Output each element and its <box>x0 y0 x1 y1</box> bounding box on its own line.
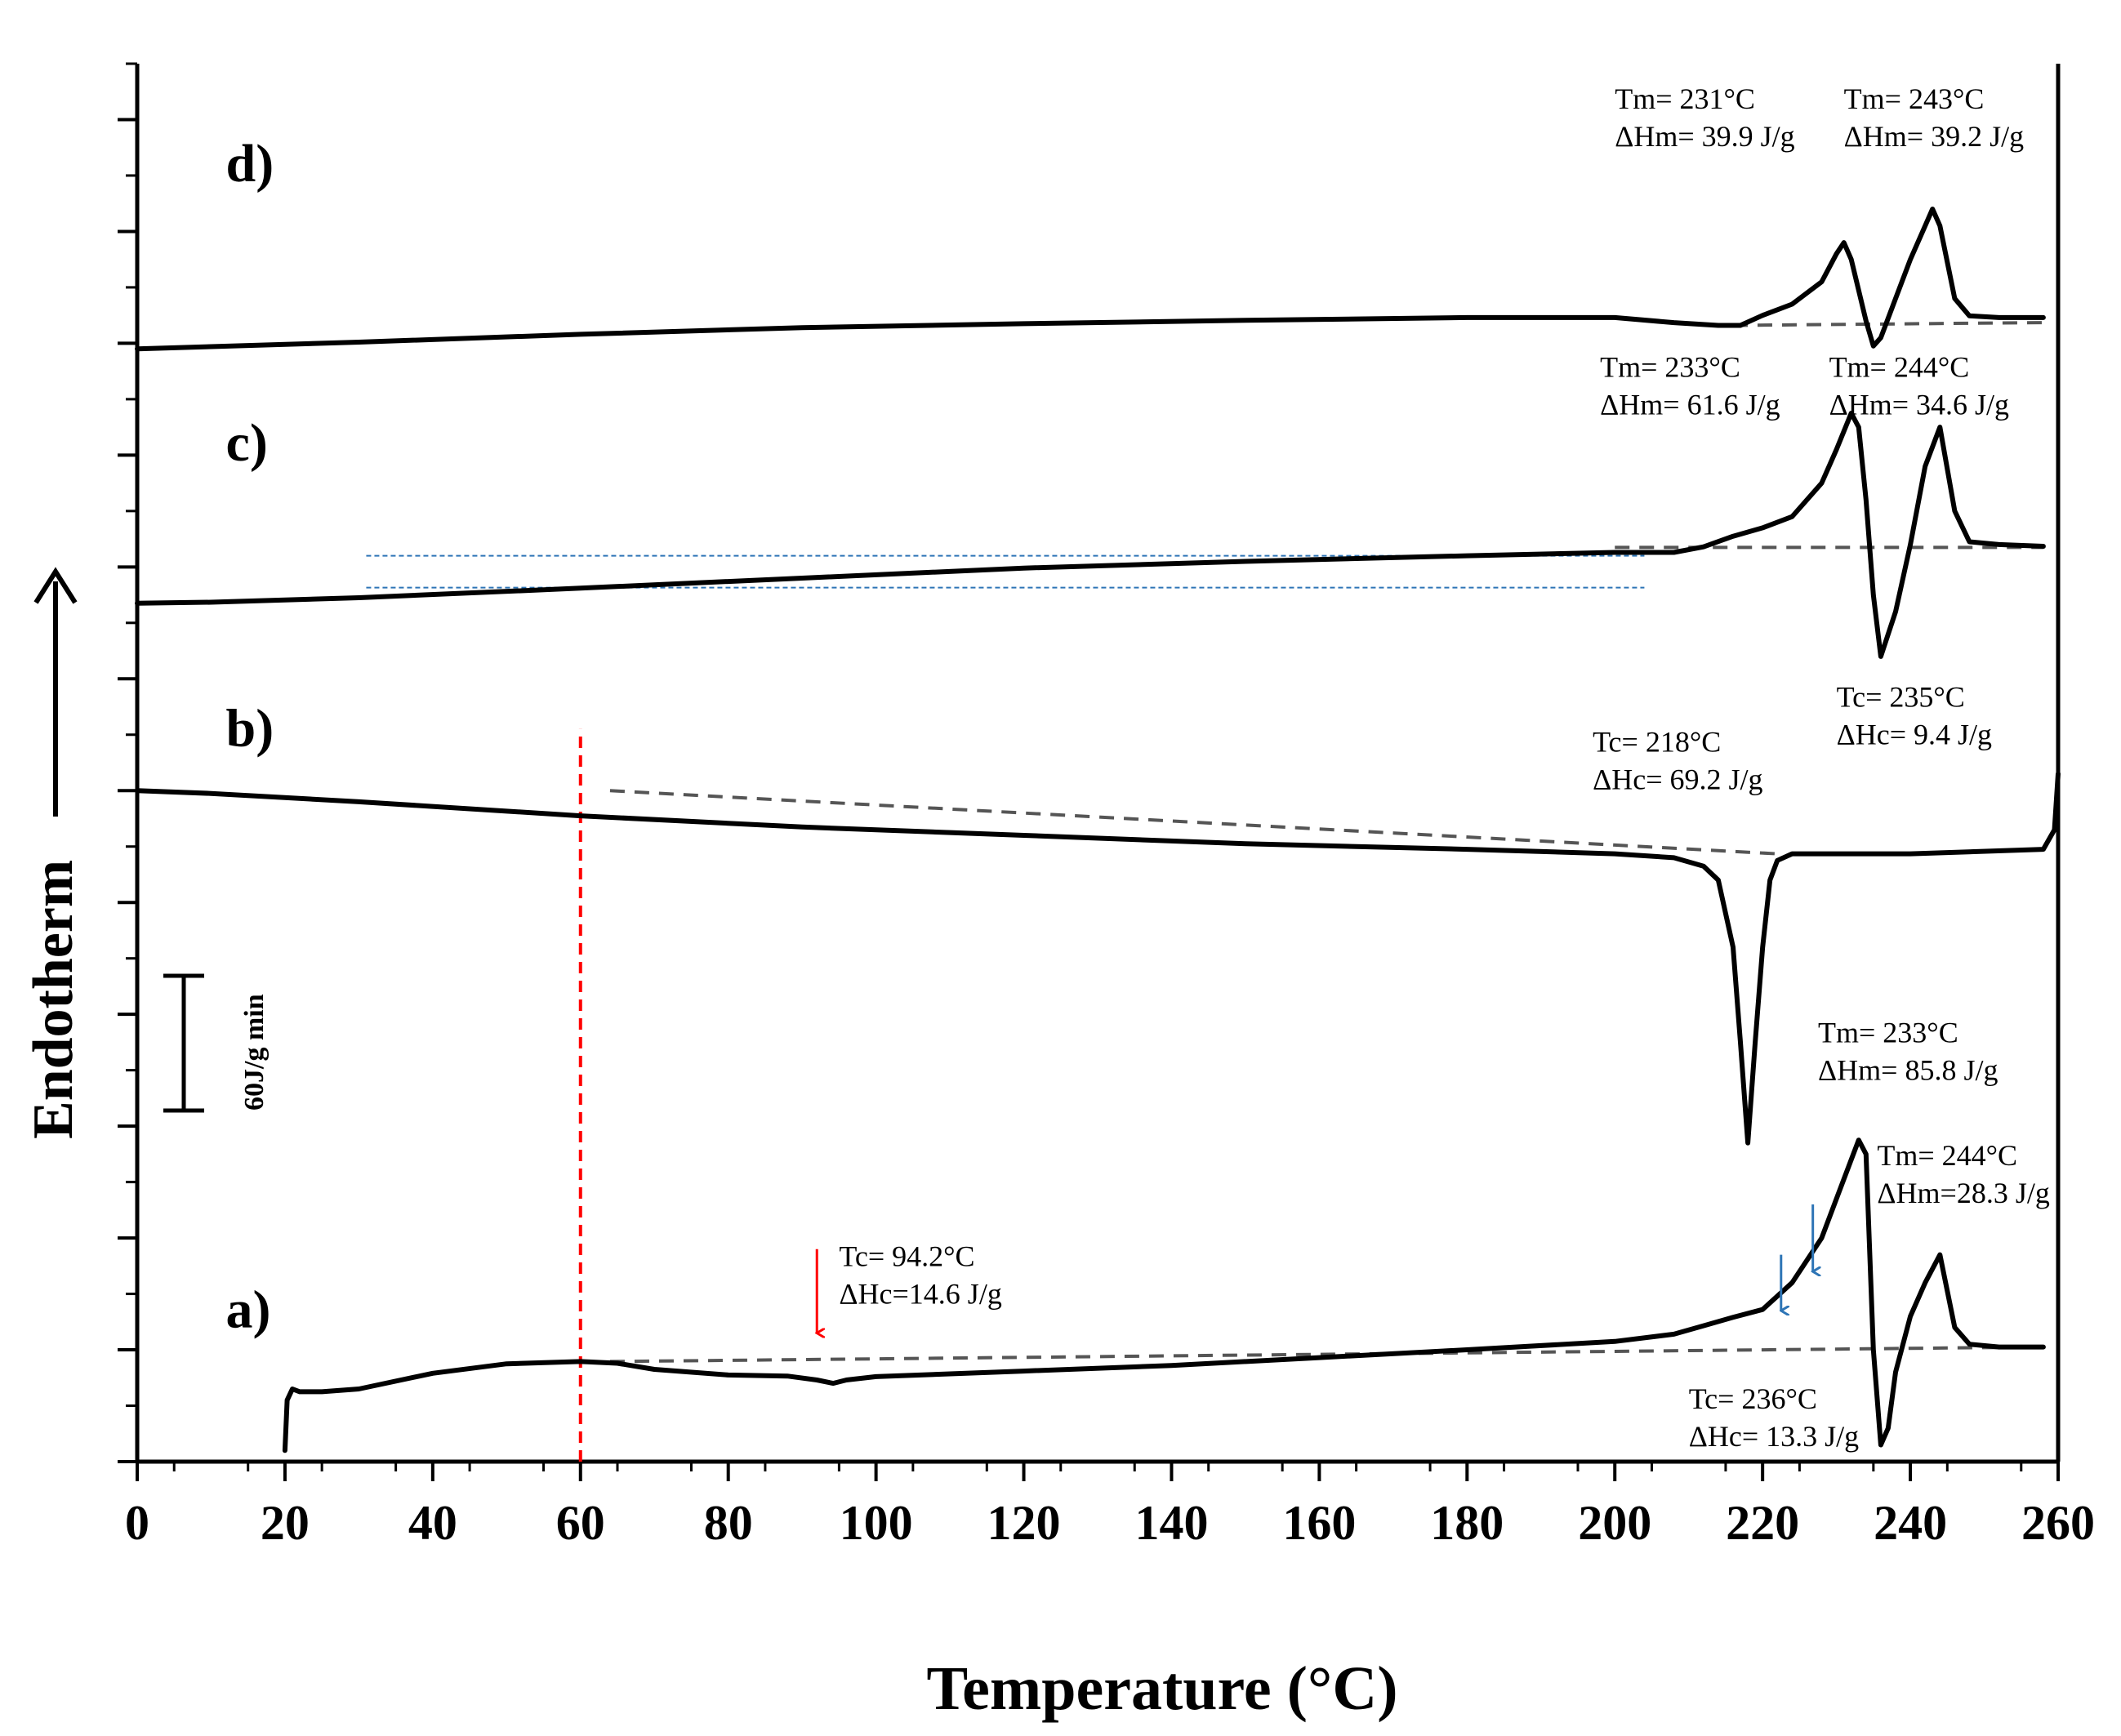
baseline-b <box>609 789 1778 856</box>
annotation-b-tc218: Tc= 218°C ΔHc= 69.2 J/g <box>1593 725 1762 795</box>
annotation-d-tm243: Tm= 243°C ΔHm= 39.2 J/g <box>1844 82 2024 153</box>
annotation-line2: ΔHm= 85.8 J/g <box>1818 1053 1998 1086</box>
curve-label-a: a) <box>226 1280 271 1340</box>
x-tick-label: 160 <box>1282 1496 1356 1550</box>
x-tick-label: 220 <box>1726 1496 1799 1550</box>
annotations: a) b) c) d) Tc= 94.2°C ΔHc=14.6 J/g Tm= 233°C Δ… <box>226 82 2050 1453</box>
baselines <box>609 321 2043 1364</box>
curve-label-c: c) <box>226 413 268 473</box>
curve-c <box>135 411 2046 659</box>
annotation-line1: Tc= 236°C <box>1689 1382 1817 1415</box>
annotation-a-tc: Tc= 94.2°C ΔHc=14.6 J/g <box>839 1240 1001 1310</box>
annotation-line1: Tm= 243°C <box>1844 82 1985 115</box>
reference-lines <box>366 554 1645 1462</box>
annotation-line2: ΔHc= 13.3 J/g <box>1689 1420 1859 1453</box>
x-tick-label: 60 <box>556 1496 605 1550</box>
annotation-line2: ΔHm=28.3 J/g <box>1877 1177 2049 1209</box>
annotation-line2: ΔHm= 34.6 J/g <box>1829 388 2009 421</box>
annotation-line1: Tm= 244°C <box>1877 1139 2017 1172</box>
x-tick-label: 260 <box>2021 1496 2095 1550</box>
annotation-line1: Tm= 244°C <box>1829 350 1970 383</box>
x-tick-label: 0 <box>125 1496 149 1550</box>
annotation-b-tc235: Tc= 235°C ΔHc= 9.4 J/g <box>1837 681 1992 751</box>
x-tick-label: 80 <box>704 1496 753 1550</box>
baseline-a <box>609 1345 2043 1364</box>
y-axis-label: Endotherm <box>22 860 85 1139</box>
annotation-d-tm231: Tm= 231°C ΔHm= 39.9 J/g <box>1615 82 1794 153</box>
annotation-a-tm244: Tm= 244°C ΔHm=28.3 J/g <box>1877 1139 2049 1209</box>
annotation-line2: ΔHc=14.6 J/g <box>839 1277 1001 1310</box>
annotation-line1: Tm= 231°C <box>1615 82 1755 115</box>
annotation-line1: Tc= 94.2°C <box>839 1240 974 1272</box>
curve-d <box>135 207 2046 352</box>
annotation-line2: ΔHm= 39.2 J/g <box>1844 120 2024 153</box>
y-axis-label-group: Endotherm <box>22 567 85 1139</box>
axes: 0 20 40 60 80 100 120 140 160 180 200 220 240 260 <box>118 62 2095 1550</box>
annotation-line1: Tc= 235°C <box>1837 681 1965 714</box>
annotation-line2: ΔHm= 61.6 J/g <box>1600 388 1780 421</box>
x-tick-label: 200 <box>1578 1496 1651 1550</box>
annotation-c-tm233: Tm= 233°C ΔHm= 61.6 J/g <box>1600 350 1780 421</box>
curve-a <box>282 1137 2046 1453</box>
x-tick-label: 40 <box>408 1496 457 1550</box>
x-tick-label: 240 <box>1874 1496 1947 1550</box>
annotation-a-tm233: Tm= 233°C ΔHm= 85.8 J/g <box>1818 1016 1998 1086</box>
scale-bar: 60J/g min <box>163 973 270 1113</box>
x-tick-label: 100 <box>840 1496 913 1550</box>
x-tick-label: 140 <box>1134 1496 1208 1550</box>
annotation-c-tm244: Tm= 244°C ΔHm= 34.6 J/g <box>1829 350 2009 421</box>
curves <box>135 207 2061 1453</box>
y-axis-arrow-head <box>33 567 78 604</box>
scale-bar-label: 60J/g min <box>239 994 270 1111</box>
annotation-line1: Tm= 233°C <box>1818 1016 1958 1048</box>
annotation-line1: Tc= 218°C <box>1593 725 1721 758</box>
annotation-a-tc236: Tc= 236°C ΔHc= 13.3 J/g <box>1689 1382 1859 1453</box>
annotation-line1: Tm= 233°C <box>1600 350 1740 383</box>
annotation-line2: ΔHm= 39.9 J/g <box>1615 120 1794 153</box>
x-tick-label: 20 <box>261 1496 310 1550</box>
annotation-line2: ΔHc= 9.4 J/g <box>1837 719 1992 751</box>
annotation-line2: ΔHc= 69.2 J/g <box>1593 763 1762 795</box>
curve-label-b: b) <box>226 698 274 758</box>
x-axis-label: Temperature (°C) <box>926 1654 1397 1723</box>
x-tick-label: 180 <box>1430 1496 1504 1550</box>
curve-label-d: d) <box>226 134 274 194</box>
curve-b <box>135 771 2061 1146</box>
x-tick-label: 120 <box>987 1496 1061 1550</box>
